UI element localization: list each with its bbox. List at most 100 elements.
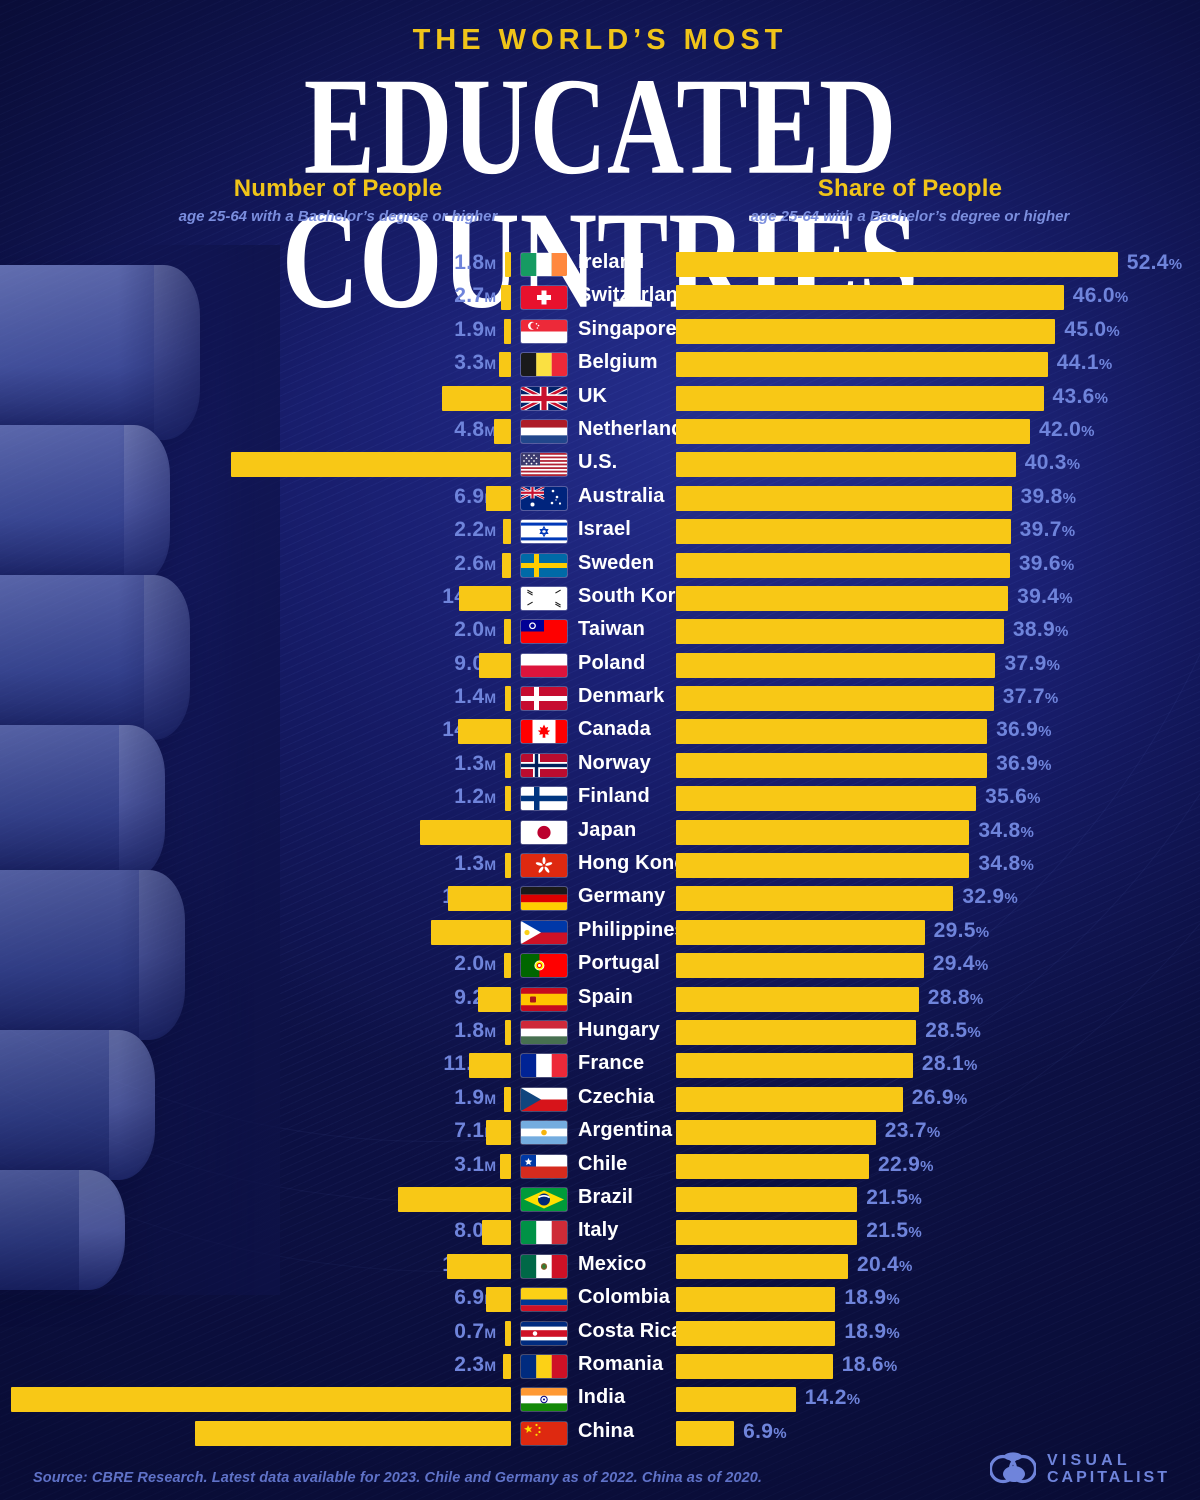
country-name-label: Sweden [578, 551, 655, 574]
count-bar [501, 552, 511, 578]
table-row: 2.0M Portugal 29.4% [0, 949, 1200, 982]
table-row: 1.9M Singapore 45.0% [0, 315, 1200, 348]
count-bar [468, 1053, 511, 1079]
table-row: 1.3M Hong Kong 34.8% [0, 849, 1200, 882]
share-bar [676, 252, 1118, 277]
column-headers: Number of People age 25-64 with a Bachel… [0, 175, 1200, 245]
share-bar [676, 1186, 858, 1212]
ireland-flag-icon [521, 253, 567, 276]
share-bar [676, 752, 988, 778]
count-value-label: 2.6M [454, 551, 496, 575]
table-row: 17.7MGermany32.9% [0, 882, 1200, 915]
count-bar [505, 752, 511, 778]
column-header-number-of-people: Number of People age 25-64 with a Bachel… [98, 175, 578, 225]
share-value-label: 45.0% [1064, 317, 1121, 341]
column-header-share-of-people: Share of People age 25-64 with a Bachelo… [650, 175, 1170, 225]
uk-flag-icon [521, 386, 567, 410]
count-bar [504, 252, 511, 277]
source-note: Source: CBRE Research. Latest data avail… [33, 1470, 763, 1486]
country-name-label: India [578, 1386, 626, 1409]
share-bar [676, 1153, 870, 1179]
count-value-label: 2.3M [454, 1352, 496, 1376]
norway-flag-icon [521, 753, 567, 777]
count-value-label: 2.7M [454, 284, 496, 308]
count-bar [505, 853, 511, 879]
count-bar [493, 418, 511, 444]
count-bar [478, 652, 511, 678]
country-name-label: Norway [578, 751, 651, 774]
table-row: 6.9MColombia18.9% [0, 1283, 1200, 1316]
china-flag-icon [521, 1421, 567, 1445]
israel-flag-icon [521, 520, 567, 544]
count-bar [478, 986, 511, 1012]
visual-capitalist-logo[interactable]: VISUAL CAPITALIST [988, 1449, 1170, 1491]
count-bar [501, 285, 511, 311]
count-value-label: 1.9M [454, 1085, 496, 1109]
south-korea-flag-icon [521, 586, 567, 610]
share-bar [676, 1420, 735, 1446]
count-bar [503, 619, 511, 645]
country-name-label: Taiwan [578, 618, 645, 641]
count-value-label: 2.0M [454, 618, 496, 642]
count-bar [503, 953, 511, 979]
share-value-label: 40.3% [1024, 451, 1081, 475]
share-value-label: 18.9% [844, 1286, 901, 1310]
share-bar [676, 853, 970, 879]
share-value-label: 28.8% [927, 985, 984, 1009]
country-name-label: Hong Kong [578, 852, 687, 875]
table-row: 1.8M Ireland 52.4% [0, 248, 1200, 281]
country-name-label: Canada [578, 718, 651, 741]
table-row: 9.0MPoland37.9% [0, 649, 1200, 682]
table-row: 7.1MArgentina23.7% [0, 1116, 1200, 1149]
country-name-label: Spain [578, 985, 633, 1008]
table-row: 1.3M Norway 36.9% [0, 749, 1200, 782]
count-bar [503, 519, 511, 545]
country-name-label: Costa Rica [578, 1319, 683, 1342]
country-name-label: Chile [578, 1152, 628, 1175]
visual-capitalist-logo-icon [988, 1449, 1038, 1491]
share-value-label: 29.4% [932, 952, 989, 976]
share-value-label: 22.9% [878, 1152, 934, 1176]
sweden-flag-icon [521, 553, 567, 577]
share-bar [676, 418, 1031, 444]
share-value-label: 20.4% [856, 1252, 913, 1276]
share-value-label: 28.1% [921, 1052, 978, 1076]
count-value-label: 1.4M [454, 685, 496, 709]
switzerland-flag-icon [521, 286, 567, 310]
share-bar [676, 1086, 903, 1112]
country-name-label: Colombia [578, 1286, 670, 1309]
country-name-label: Finland [578, 785, 650, 808]
share-value-label: 18.6% [841, 1352, 898, 1376]
share-value-label: 29.5% [933, 918, 990, 942]
country-name-label: Belgium [578, 351, 658, 374]
table-row: 14.8MCanada36.9% [0, 715, 1200, 748]
share-value-label: 44.1% [1056, 351, 1113, 375]
kicker-text: THE WORLD’S MOST [412, 24, 788, 56]
table-row: 2.0M Taiwan 38.9% [0, 615, 1200, 648]
share-value-label: 14.2% [804, 1386, 861, 1410]
table-row: 8.0MItaly21.5% [0, 1216, 1200, 1249]
count-bar [485, 1120, 511, 1146]
mexico-flag-icon [521, 1254, 567, 1278]
share-value-label: 38.9% [1012, 618, 1069, 642]
country-name-label: Argentina [578, 1119, 673, 1142]
column-title: Number of People [233, 175, 443, 202]
japan-flag-icon [521, 820, 567, 844]
country-name-label: Mexico [578, 1252, 647, 1275]
czechia-flag-icon [521, 1087, 567, 1111]
share-bar [676, 585, 1009, 611]
share-bar [676, 318, 1056, 344]
us-flag-icon [521, 453, 567, 477]
share-bar [676, 1220, 858, 1246]
philippines-flag-icon [521, 920, 567, 944]
share-value-label: 37.9% [1004, 651, 1061, 675]
country-name-label: Australia [578, 484, 665, 507]
country-name-label: Switzerland [578, 284, 691, 307]
count-bar [457, 719, 511, 745]
count-value-label: 1.8M [454, 251, 496, 274]
share-bar [676, 619, 1004, 645]
share-bar [676, 1320, 836, 1346]
hungary-flag-icon [521, 1020, 567, 1044]
share-bar [676, 886, 954, 912]
header: THE WORLD’S MOST EDUCATED COUNTRIES [0, 0, 1200, 331]
